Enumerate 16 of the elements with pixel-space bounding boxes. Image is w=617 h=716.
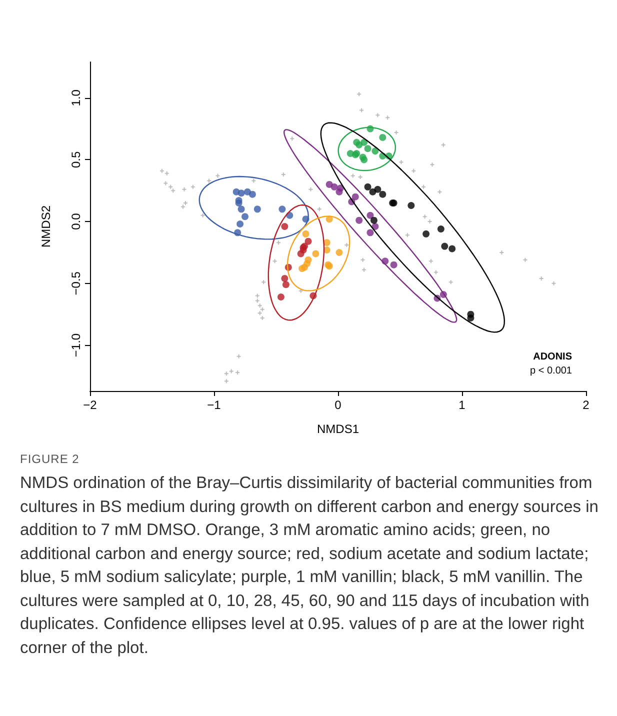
annotation: ADONIS — [533, 352, 572, 362]
annotation: p < 0.001 — [530, 366, 572, 376]
y-tick-label: 1.0 — [69, 89, 83, 106]
y-tick-label: −1.0 — [69, 333, 83, 358]
y-tick-label: −0.5 — [69, 271, 83, 296]
x-tick-label: 0 — [334, 398, 342, 412]
text: NMDS ordination of the Bray–Curtis dissimilarity of bacterial communities from cultures in BS medium during growth on different carbon and energy sources in addition to 7 mM DMSO. Orange, 3 mM aromatic amino acids; green, no additional carbon and energy source; red, sodium acetate and sodium lactate; blue, 5 mM sodium salicylate; purple, 1 mM vanillin; black, 5 mM vanillin. The cultures were sampled at 0, 10, 28, 45, 60, 90 and 115 days of incubation with duplicates. Confidence ellipses level at 0.95. values of p are at the lower right corner of the plot. — [20, 473, 600, 658]
x-tick-label: 2 — [582, 398, 590, 412]
y-tick-label: 0.5 — [69, 151, 83, 168]
y-axis-title: NMDS2 — [39, 205, 53, 248]
caption: FIGURE 2 — [20, 452, 80, 466]
y-tick-label: 0.0 — [69, 212, 83, 230]
x-tick-label: 1 — [458, 398, 466, 412]
x-tick-label: −2 — [83, 398, 98, 412]
x-axis-title: NMDS1 — [316, 422, 360, 436]
x-tick-label: −1 — [207, 398, 222, 412]
